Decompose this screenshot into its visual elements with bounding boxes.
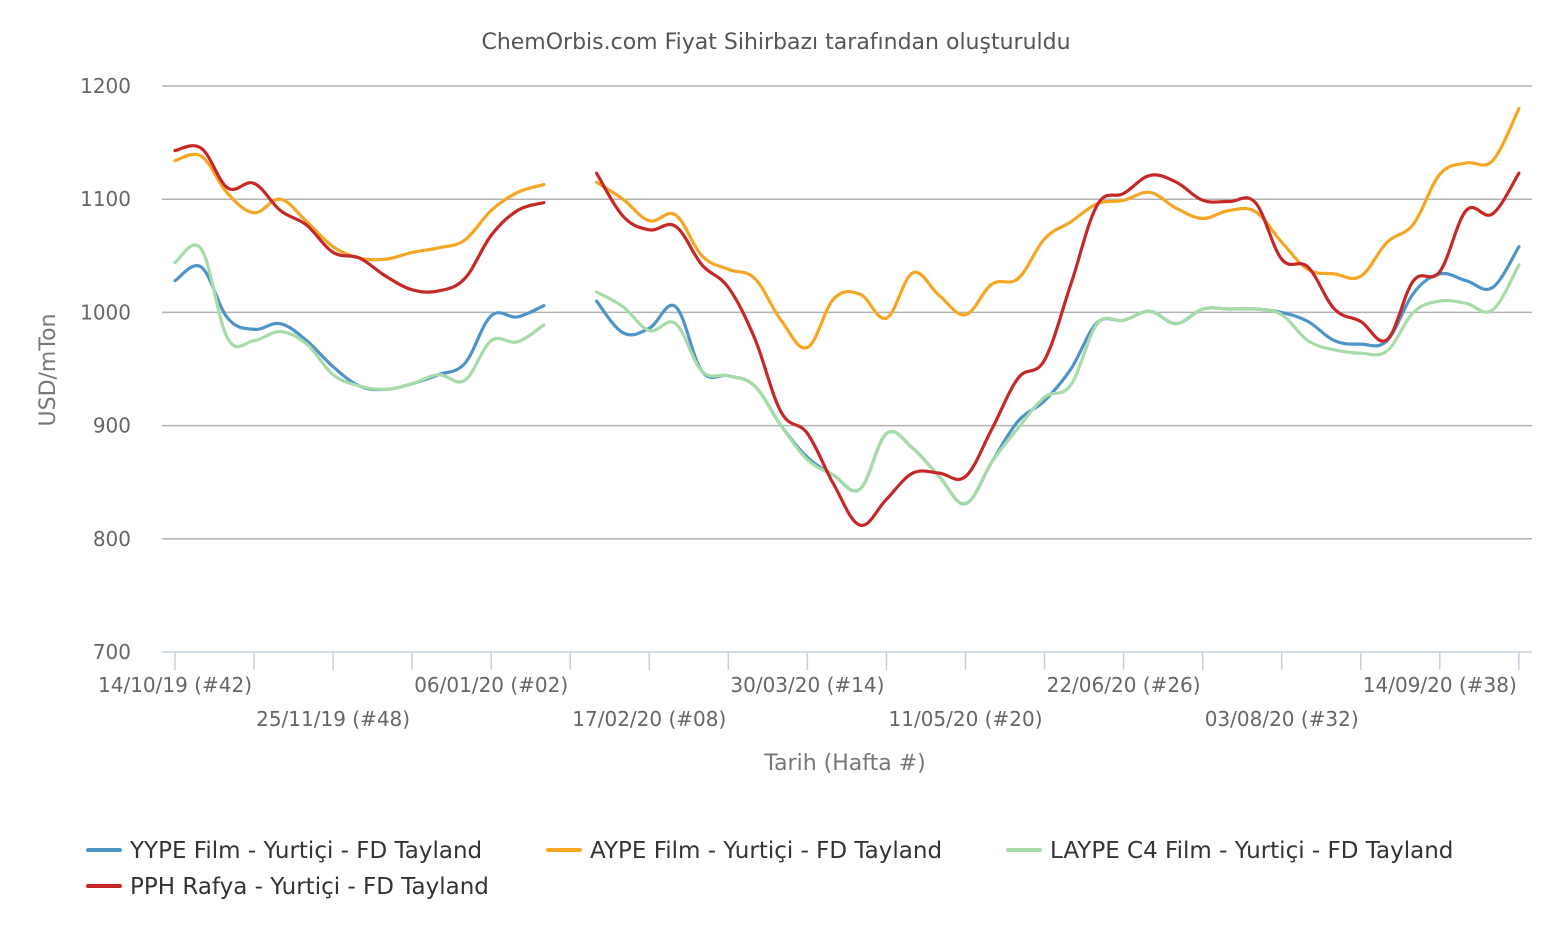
legend-item-label: YYPE Film - Yurtiçi - FD Tayland (129, 838, 482, 864)
chart-title: ChemOrbis.com Fiyat Sihirbazı tarafından… (481, 30, 1070, 55)
x-tick-label: 11/05/20 (#20) (889, 707, 1043, 731)
y-tick-label: 1200 (80, 74, 131, 98)
x-tick-label: 22/06/20 (#26) (1047, 673, 1201, 697)
y-tick-label: 700 (93, 640, 131, 664)
legend-item-label: PPH Rafya - Yurtiçi - FD Tayland (130, 874, 489, 900)
legend-item-label: AYPE Film - Yurtiçi - FD Tayland (590, 838, 942, 864)
y-tick-label: 1100 (80, 187, 131, 211)
y-tick-label: 1000 (80, 300, 131, 324)
x-axis-label: Tarih (Hafta #) (763, 751, 925, 776)
series-line-3 (173, 243, 1521, 506)
x-tick-label: 03/08/20 (#32) (1205, 707, 1359, 731)
x-tick-label: 25/11/19 (#48) (256, 707, 410, 731)
y-tick-label: 900 (93, 414, 131, 438)
series-line-4 (173, 144, 1521, 527)
legend-item-label: LAYPE C4 Film - Yurtiçi - FD Tayland (1050, 838, 1453, 864)
y-gridlines (162, 85, 1532, 540)
x-tick-label: 06/01/20 (#02) (414, 673, 568, 697)
series-lines (173, 107, 1521, 527)
legend: YYPE Film - Yurtiçi - FD Tayland AYPE Fil… (86, 838, 1453, 900)
y-axis-ticks: 700 800 900 1000 1100 1200 (80, 74, 131, 664)
x-tick-label: 14/09/20 (#38) (1363, 673, 1517, 697)
x-tick-label: 14/10/19 (#42) (98, 673, 252, 697)
x-tick-label: 30/03/20 (#14) (730, 673, 884, 697)
x-axis-ticks: 14/10/19 (#42)25/11/19 (#48)06/01/20 (#0… (98, 652, 1520, 731)
series-line-1 (173, 245, 1521, 506)
y-tick-label: 800 (93, 527, 131, 551)
y-axis-label: USD/mTon (36, 314, 61, 427)
x-tick-label: 17/02/20 (#08) (572, 707, 726, 731)
